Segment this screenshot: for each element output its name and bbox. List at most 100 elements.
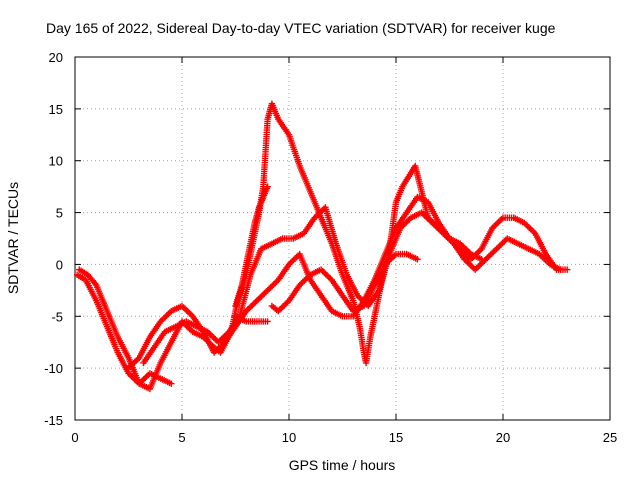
- y-tick-label: 5: [56, 206, 63, 221]
- data-point: [267, 284, 274, 291]
- y-tick-label: -5: [51, 309, 63, 324]
- data-point: [161, 313, 169, 321]
- data-point: [498, 216, 505, 223]
- data-point: [557, 266, 564, 273]
- data-point: [163, 312, 170, 319]
- data-point: [253, 297, 261, 304]
- y-axis-label: SDTVAR / TECUs: [5, 182, 21, 294]
- data-point: [319, 267, 326, 275]
- y-tick-label: -10: [44, 361, 63, 376]
- data-point: [479, 259, 487, 266]
- data-point: [467, 261, 474, 269]
- series-track-6: [232, 313, 271, 325]
- x-tick-label: 10: [282, 430, 296, 445]
- x-tick-label: 20: [496, 430, 510, 445]
- data-point: [264, 183, 271, 190]
- data-point: [288, 258, 296, 265]
- data-point: [493, 245, 500, 253]
- x-axis-label: GPS time / hours: [289, 457, 396, 473]
- series-track-7: [268, 250, 421, 315]
- y-tick-label: 10: [49, 154, 63, 169]
- data-point: [265, 285, 273, 293]
- data-point: [564, 266, 571, 273]
- data-point: [487, 251, 494, 258]
- data-point: [250, 300, 258, 307]
- data-point: [282, 300, 290, 307]
- data-point: [210, 334, 217, 341]
- data-point: [476, 261, 483, 269]
- series-group: [73, 100, 571, 393]
- data-point: [493, 220, 501, 227]
- data-point: [404, 217, 412, 224]
- data-point: [299, 279, 306, 286]
- data-point: [165, 310, 172, 318]
- data-point: [255, 296, 262, 303]
- y-tick-label: -15: [44, 413, 63, 428]
- data-point: [492, 221, 499, 229]
- data-point: [183, 307, 190, 314]
- x-tick-label: 0: [71, 430, 78, 445]
- data-point: [528, 227, 536, 234]
- data-point: [168, 380, 175, 387]
- data-point: [270, 281, 277, 288]
- x-axis: 0 5 10 15 20 25: [71, 57, 617, 445]
- data-point: [276, 306, 284, 313]
- data-point: [471, 266, 479, 273]
- data-point: [249, 301, 256, 309]
- data-point: [212, 336, 219, 343]
- data-point: [279, 303, 287, 310]
- grid: [75, 57, 610, 420]
- data-point: [485, 253, 493, 260]
- data-point: [496, 217, 504, 224]
- data-point: [264, 318, 271, 325]
- data-point: [497, 241, 505, 248]
- y-tick-label: 20: [49, 50, 63, 65]
- data-point: [482, 256, 490, 263]
- data-point: [496, 242, 503, 250]
- data-point: [132, 357, 140, 364]
- data-point: [325, 273, 332, 281]
- chart-title: Day 165 of 2022, Sidereal Day-to-day VTE…: [46, 20, 556, 36]
- data-point: [391, 252, 398, 259]
- y-tick-label: 15: [49, 102, 63, 117]
- data-point: [484, 254, 491, 261]
- data-point: [290, 256, 297, 264]
- data-point: [414, 256, 421, 263]
- data-point: [209, 333, 216, 340]
- data-point: [491, 247, 499, 254]
- series-track-1: [73, 271, 175, 387]
- data-point: [262, 288, 270, 296]
- data-point: [293, 253, 300, 261]
- data-point: [324, 272, 331, 279]
- data-point: [473, 264, 480, 272]
- y-tick-label: 0: [56, 257, 63, 272]
- data-point: [180, 304, 187, 311]
- data-point: [259, 291, 267, 299]
- y-axis: -15 -10 -5 0 5 10 15 20: [44, 50, 610, 428]
- data-point: [478, 260, 485, 267]
- data-point: [468, 263, 476, 270]
- plot-frame: [74, 56, 611, 421]
- data-point: [246, 304, 253, 312]
- data-point: [264, 287, 271, 294]
- data-point: [281, 301, 288, 309]
- data-point: [495, 219, 502, 226]
- data-point: [142, 374, 149, 381]
- data-point: [499, 239, 506, 247]
- data-point: [525, 224, 533, 231]
- data-point: [322, 270, 329, 278]
- series-track-4: [140, 204, 564, 367]
- series-track-2: [76, 100, 485, 393]
- series-track-5: [232, 183, 271, 310]
- x-tick-label: 15: [389, 430, 403, 445]
- data-point: [258, 293, 265, 300]
- data-point: [527, 225, 534, 233]
- data-point: [184, 308, 192, 316]
- data-point: [494, 244, 502, 251]
- data-point: [272, 279, 279, 287]
- data-point: [268, 282, 276, 290]
- data-point: [490, 248, 497, 256]
- x-tick-label: 5: [178, 430, 185, 445]
- data-point: [247, 303, 254, 310]
